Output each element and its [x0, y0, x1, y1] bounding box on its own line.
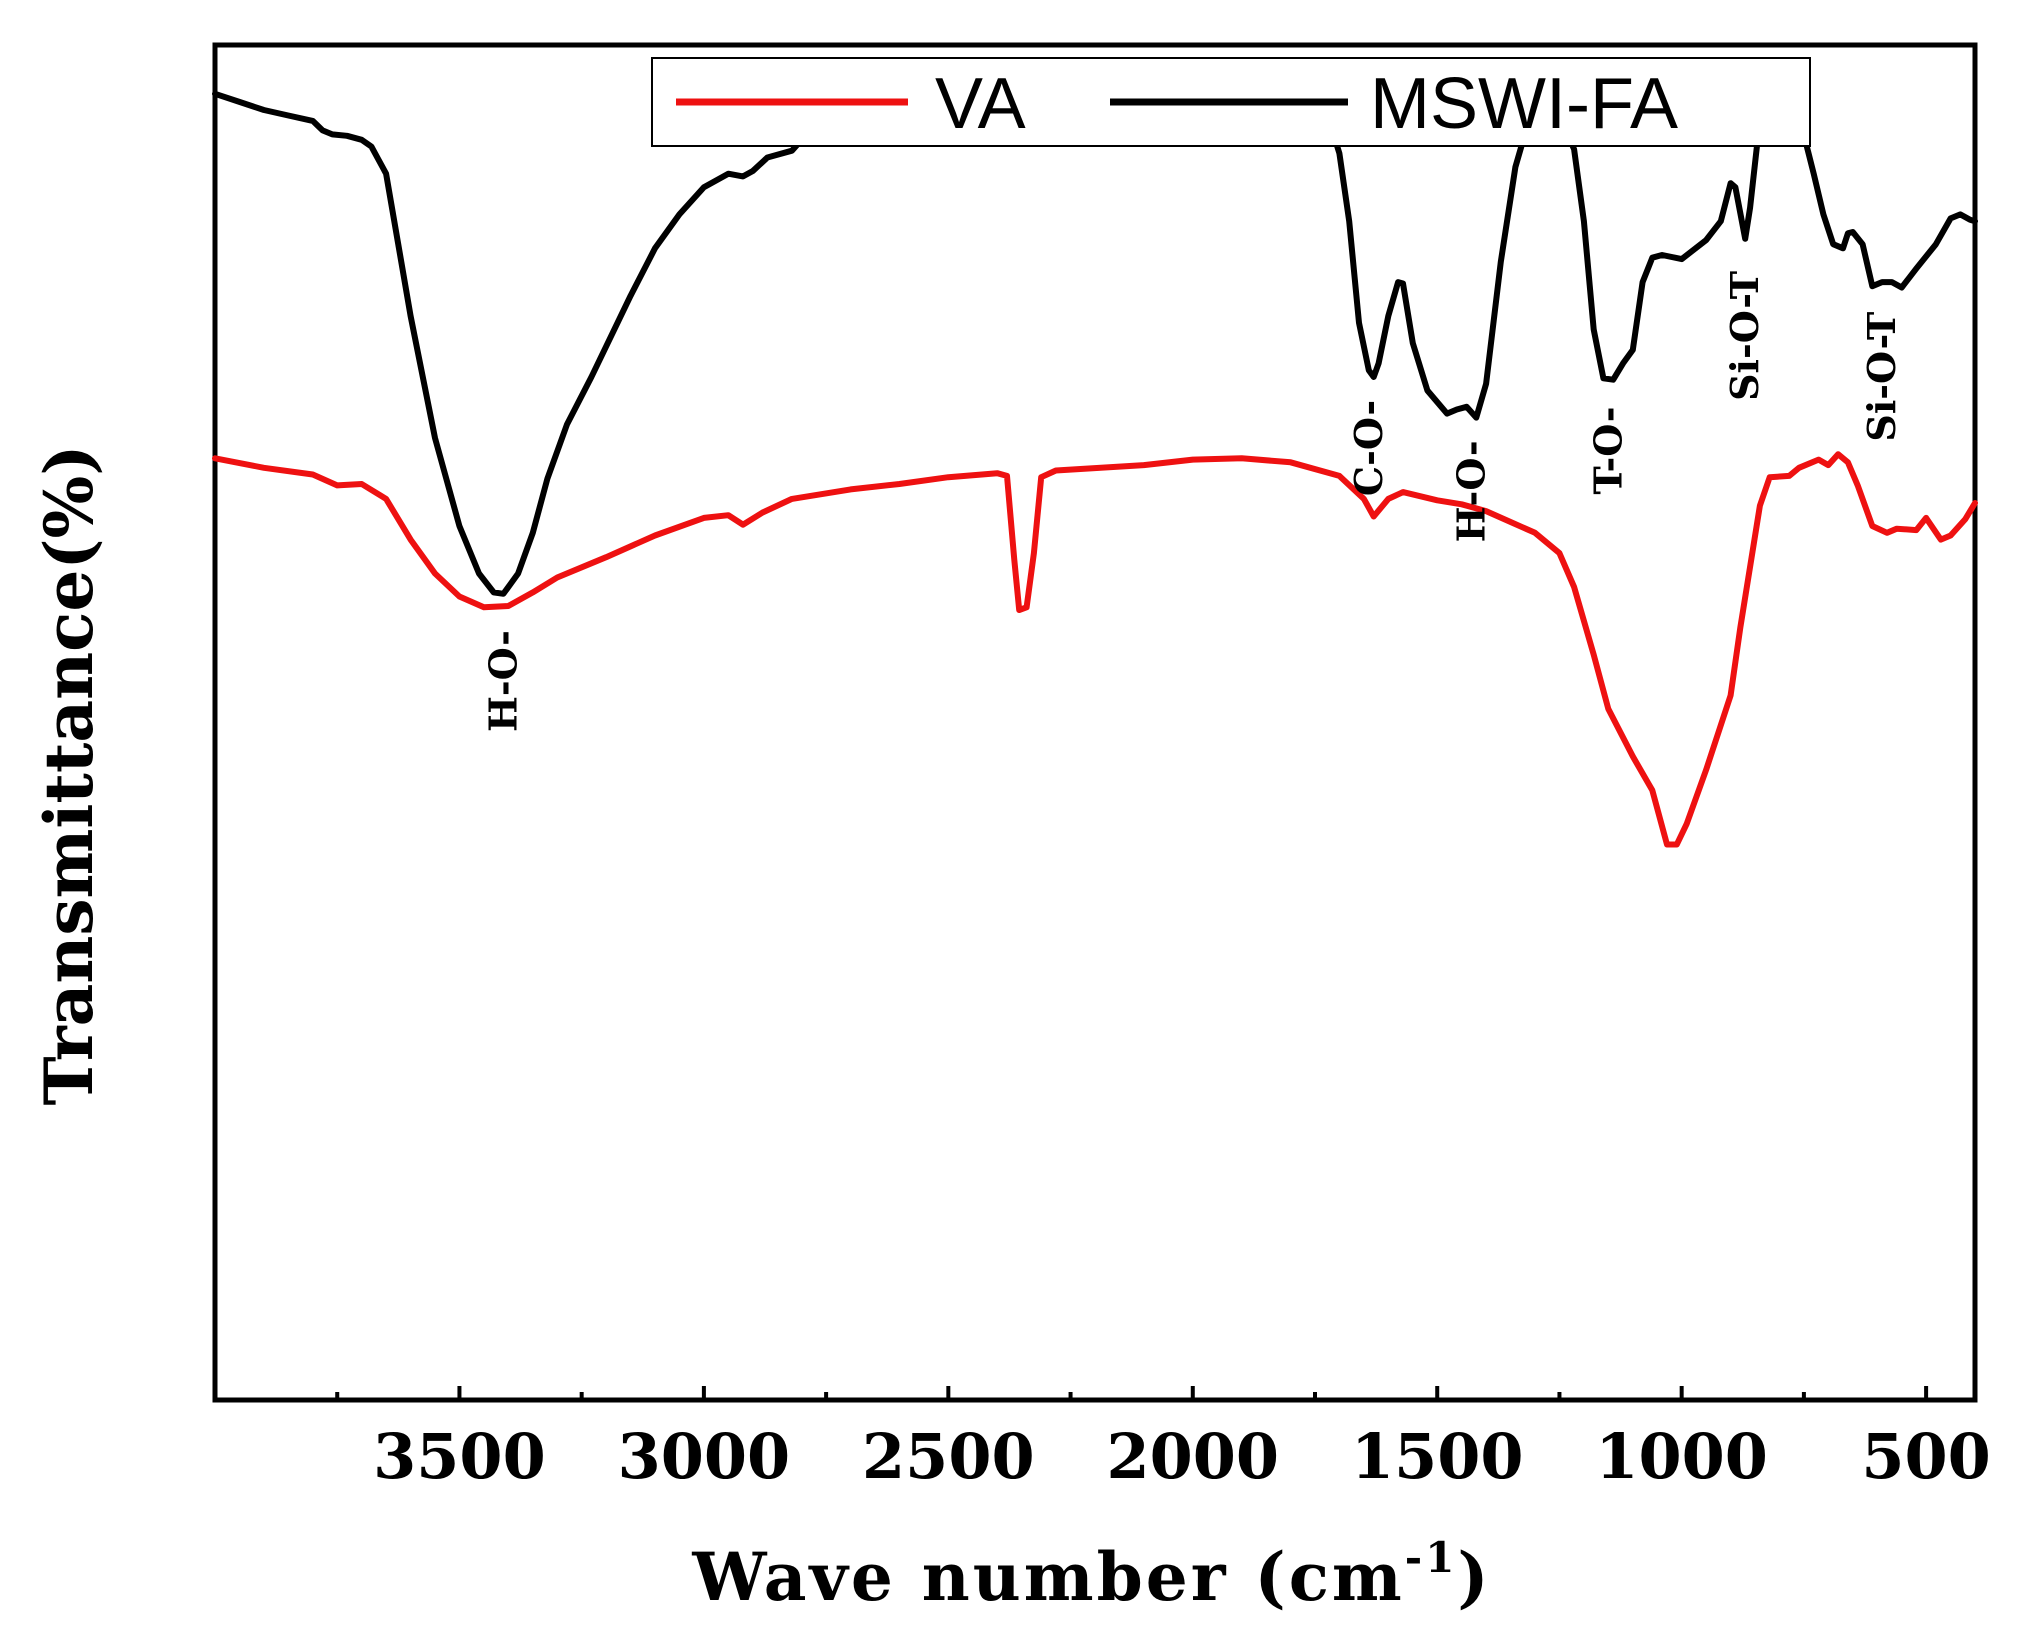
annotation-3: T-O- — [1585, 407, 1630, 495]
plot-area — [212, 42, 1978, 1403]
annotation-5: Si-O-T — [1859, 312, 1904, 442]
annotation-0: H-O- — [480, 630, 525, 732]
x-tick-label-2000: 2000 — [1106, 1420, 1279, 1493]
annotation-4: Si-O-T — [1722, 271, 1767, 401]
legend-va-label: VA — [935, 64, 1026, 144]
x-axis-title-superscript: -1 — [1405, 1533, 1458, 1582]
x-tick-label-2500: 2500 — [862, 1420, 1035, 1493]
annotations: H-O- C-O- H-O- T-O- Si-O-T Si-O-T — [480, 271, 1904, 732]
x-tick-label-3500: 3500 — [373, 1420, 546, 1493]
annotation-2: H-O- — [1448, 440, 1493, 542]
x-axis-ticks: 3500 3000 2500 2000 1500 1000 500 — [335, 1386, 1991, 1493]
y-axis-title: Transmittance(%) — [30, 445, 108, 1106]
x-axis-title-close: ) — [1457, 1538, 1491, 1616]
axis-frame — [212, 42, 1978, 1403]
x-tick-label-1000: 1000 — [1595, 1420, 1768, 1493]
annotation-1: C-O- — [1346, 400, 1391, 496]
x-tick-label-500: 500 — [1861, 1420, 1990, 1493]
x-axis-title: Wave number (cm-1) — [691, 1533, 1491, 1616]
x-tick-label-1500: 1500 — [1351, 1420, 1524, 1493]
legend-mswi-fa-label: MSWI-FA — [1370, 64, 1678, 144]
x-axis-title-main: Wave number (cm — [691, 1538, 1404, 1616]
x-tick-label-3000: 3000 — [618, 1420, 791, 1493]
series-line-va — [212, 451, 1978, 848]
legend: VA MSWI-FA — [651, 57, 1811, 147]
